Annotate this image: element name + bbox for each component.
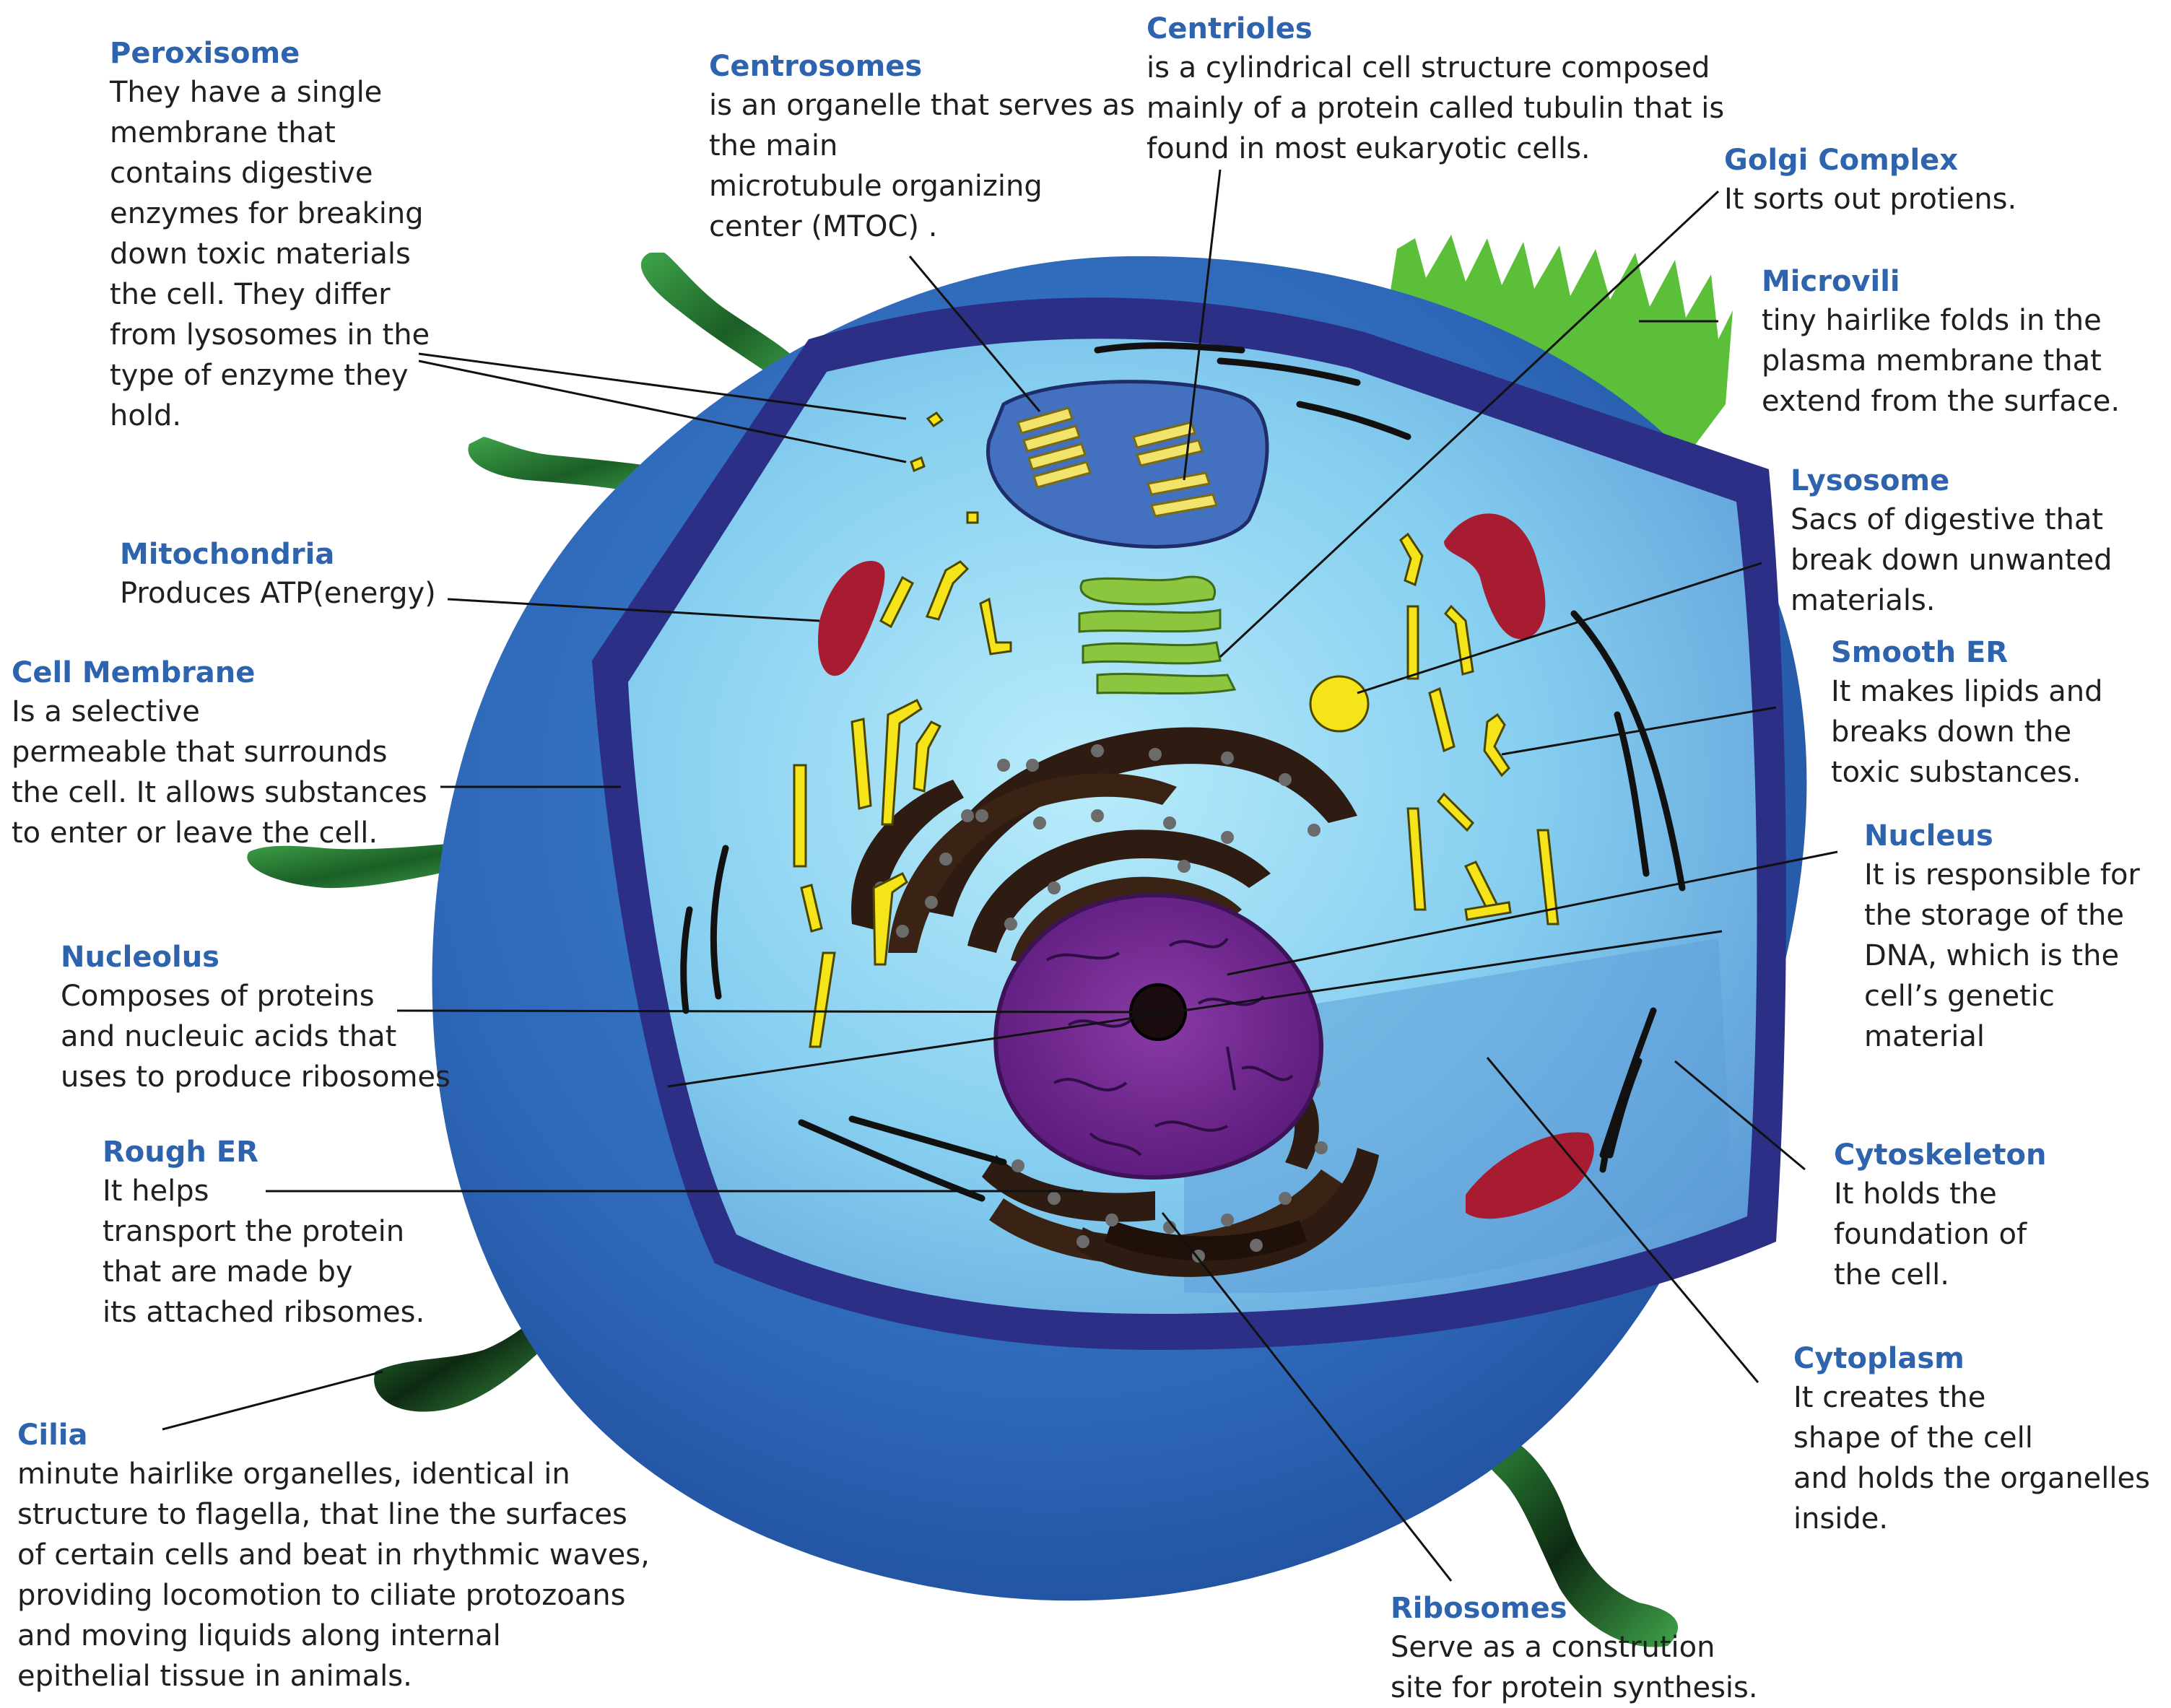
- label-rough-er: Rough ER It helps transport the protein …: [103, 1133, 425, 1333]
- nucleus-title: Nucleus: [1864, 819, 1993, 853]
- label-golgi: Golgi Complex It sorts out protiens.: [1724, 141, 2016, 219]
- centrosomes-text: is an organelle that serves as the main …: [709, 89, 1135, 243]
- mitochondria-title: Mitochondria: [120, 538, 335, 571]
- label-nucleolus: Nucleolus Composes of proteins and nucle…: [61, 938, 451, 1097]
- centrioles-title: Centrioles: [1147, 12, 1313, 45]
- nucleolus-text: Composes of proteins and nucleuic acids …: [61, 980, 451, 1094]
- label-cilia: Cilia minute hairlike organelles, identi…: [17, 1416, 650, 1696]
- label-nucleus: Nucleus It is responsible for the storag…: [1864, 817, 2171, 1057]
- smooth-er-title: Smooth ER: [1831, 636, 2009, 669]
- rough-er-text: It helps transport the protein that are …: [103, 1175, 425, 1329]
- label-peroxisome: Peroxisome They have a single membrane t…: [110, 35, 430, 436]
- label-lysosome: Lysosome Sacs of digestive that break do…: [1791, 462, 2113, 621]
- nucleus-text: It is responsible for the storage of the…: [1864, 858, 2140, 1053]
- label-microvili: Microvili tiny hairlike folds in the pla…: [1762, 263, 2120, 422]
- smooth-er-text: It makes lipids and breaks down the toxi…: [1831, 675, 2103, 789]
- ribosomes-title: Ribosomes: [1391, 1592, 1567, 1625]
- ribosomes-text: Serve as a constrution site for protein …: [1391, 1631, 1758, 1704]
- golgi-complex: [1078, 575, 1237, 695]
- microvili-title: Microvili: [1762, 265, 1900, 298]
- peroxisome-title: Peroxisome: [110, 37, 300, 70]
- label-cytoplasm: Cytoplasm It creates the shape of the ce…: [1793, 1340, 2150, 1539]
- cell-membrane-text: Is a selective permeable that surrounds …: [12, 695, 427, 850]
- peroxisome-text: They have a single membrane that contain…: [110, 76, 430, 432]
- cytoplasm-title: Cytoplasm: [1793, 1342, 1965, 1375]
- nucleolus-title: Nucleolus: [61, 941, 219, 974]
- microvili-text: tiny hairlike folds in the plasma membra…: [1762, 304, 2120, 418]
- leader-lines: [162, 169, 1838, 1582]
- label-ribosomes: Ribosomes Serve as a constrution site fo…: [1391, 1590, 1758, 1708]
- golgi-title: Golgi Complex: [1724, 144, 1959, 177]
- lysosome-text: Sacs of digestive that break down unwant…: [1791, 503, 2113, 617]
- cilia-title: Cilia: [17, 1419, 88, 1452]
- centrioles-text: is a cylindrical cell structure composed…: [1147, 51, 1725, 165]
- cilia-text: minute hairlike organelles, identical in…: [17, 1458, 650, 1693]
- rough-er-title: Rough ER: [103, 1136, 258, 1169]
- cell-membrane-title: Cell Membrane: [12, 656, 256, 689]
- label-mitochondria: Mitochondria Produces ATP(energy): [120, 536, 436, 614]
- mitochondria: [818, 513, 1594, 1219]
- golgi-text: It sorts out protiens.: [1724, 183, 2017, 216]
- cytoplasm-text: It creates the shape of the cell and hol…: [1793, 1381, 2150, 1535]
- label-cytoskeleton: Cytoskeleton It holds the foundation of …: [1834, 1136, 2046, 1295]
- cytoskeleton-text: It holds the foundation of the cell.: [1834, 1177, 2027, 1291]
- mitochondria-text: Produces ATP(energy): [120, 577, 436, 610]
- label-centrosomes: Centrosomes is an organelle that serves …: [709, 48, 1135, 247]
- cytoskeleton-title: Cytoskeleton: [1834, 1138, 2047, 1172]
- nucleus: [993, 892, 1324, 1180]
- centrosome: [986, 380, 1269, 549]
- centrioles: [1017, 406, 1218, 518]
- label-cell-membrane: Cell Membrane Is a selective permeable t…: [12, 654, 427, 853]
- label-centrioles: Centrioles is a cylindrical cell structu…: [1147, 10, 1724, 169]
- cilia-group: [247, 253, 1679, 1647]
- smooth-er: [793, 411, 1559, 1048]
- centrosomes-title: Centrosomes: [709, 50, 923, 83]
- label-smooth-er: Smooth ER It makes lipids and breaks dow…: [1831, 634, 2103, 793]
- lysosome-title: Lysosome: [1791, 464, 1950, 497]
